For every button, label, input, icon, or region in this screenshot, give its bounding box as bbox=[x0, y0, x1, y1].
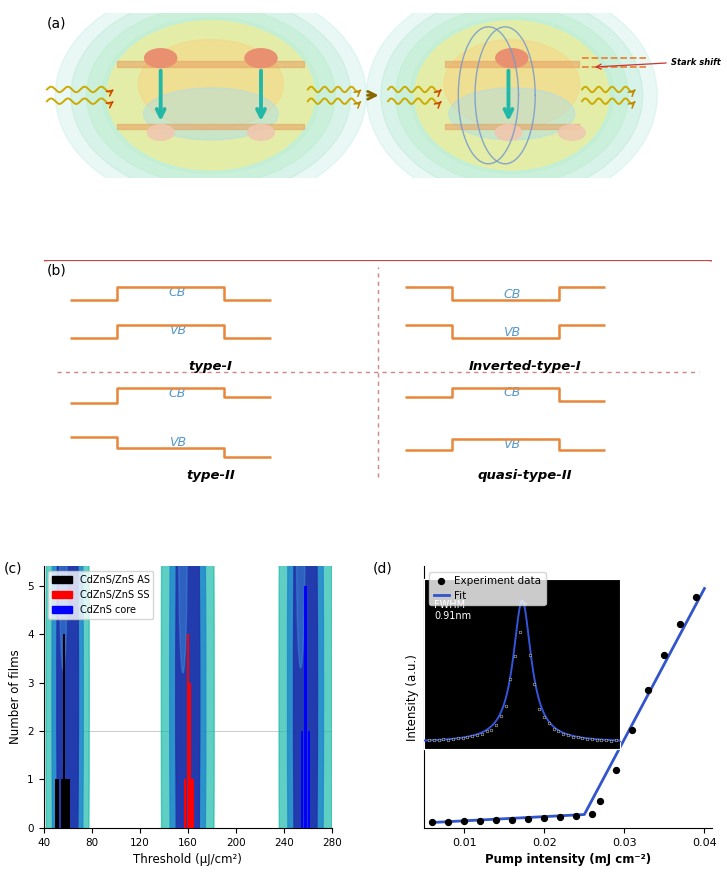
Ellipse shape bbox=[57, 289, 79, 876]
Y-axis label: Number of films: Number of films bbox=[9, 650, 22, 745]
Ellipse shape bbox=[52, 110, 84, 876]
Ellipse shape bbox=[395, 6, 628, 185]
Ellipse shape bbox=[449, 88, 575, 140]
Bar bbox=[308, 731, 310, 828]
Circle shape bbox=[496, 49, 528, 67]
Circle shape bbox=[148, 124, 174, 140]
Ellipse shape bbox=[297, 426, 305, 668]
Circle shape bbox=[558, 124, 585, 140]
Fit bbox=[700, 583, 709, 594]
Ellipse shape bbox=[87, 6, 335, 185]
Bar bbox=[301, 731, 303, 828]
Bar bbox=[57, 780, 59, 828]
Circle shape bbox=[145, 49, 177, 67]
Text: VB: VB bbox=[503, 326, 521, 338]
Legend: Experiment data, Fit: Experiment data, Fit bbox=[430, 571, 545, 605]
Ellipse shape bbox=[287, 20, 324, 876]
Ellipse shape bbox=[102, 18, 320, 173]
Experiment data bbox=[587, 807, 598, 821]
Experiment data bbox=[426, 815, 438, 829]
Circle shape bbox=[248, 124, 274, 140]
Text: VB: VB bbox=[169, 324, 186, 337]
Bar bbox=[189, 682, 191, 828]
Text: CB: CB bbox=[503, 386, 521, 399]
FancyBboxPatch shape bbox=[37, 260, 719, 486]
Ellipse shape bbox=[381, 0, 643, 195]
Experiment data bbox=[675, 617, 686, 631]
Fit bbox=[427, 817, 436, 828]
Ellipse shape bbox=[366, 0, 657, 207]
Ellipse shape bbox=[410, 18, 614, 173]
Ellipse shape bbox=[107, 21, 315, 170]
Bar bbox=[191, 780, 193, 828]
Circle shape bbox=[495, 124, 522, 140]
Ellipse shape bbox=[143, 88, 278, 140]
Ellipse shape bbox=[294, 244, 318, 876]
Bar bbox=[184, 780, 186, 828]
Experiment data bbox=[491, 813, 502, 827]
Text: CB: CB bbox=[169, 286, 186, 299]
Line: Fit: Fit bbox=[432, 589, 704, 823]
Ellipse shape bbox=[60, 453, 67, 670]
Experiment data bbox=[643, 683, 654, 697]
Ellipse shape bbox=[179, 431, 187, 673]
X-axis label: Threshold (μJ/cm²): Threshold (μJ/cm²) bbox=[133, 853, 242, 866]
Bar bbox=[60, 780, 63, 828]
Bar bbox=[305, 586, 307, 828]
Text: type-I: type-I bbox=[189, 360, 233, 373]
Text: (b): (b) bbox=[47, 263, 67, 277]
Ellipse shape bbox=[71, 0, 351, 195]
Bar bbox=[55, 780, 57, 828]
Text: CB: CB bbox=[503, 288, 521, 301]
Experiment data bbox=[611, 763, 622, 777]
Ellipse shape bbox=[415, 21, 608, 170]
Ellipse shape bbox=[46, 0, 89, 876]
Ellipse shape bbox=[138, 39, 284, 129]
Ellipse shape bbox=[279, 0, 332, 876]
Bar bbox=[187, 634, 189, 828]
Experiment data bbox=[507, 813, 518, 827]
Experiment data bbox=[627, 724, 638, 738]
Experiment data bbox=[442, 815, 454, 829]
Experiment data bbox=[595, 795, 606, 809]
Bar bbox=[63, 634, 65, 828]
Text: (c): (c) bbox=[3, 562, 22, 575]
Fit bbox=[580, 809, 589, 820]
Ellipse shape bbox=[444, 39, 579, 129]
Text: VB: VB bbox=[503, 438, 521, 451]
Text: type-II: type-II bbox=[186, 469, 236, 482]
Bar bbox=[68, 780, 70, 828]
Experiment data bbox=[571, 809, 582, 823]
Text: Stark shift  (Δs): Stark shift (Δs) bbox=[671, 59, 727, 67]
Ellipse shape bbox=[55, 0, 366, 207]
Text: (a): (a) bbox=[47, 17, 66, 31]
Text: CB: CB bbox=[169, 386, 186, 399]
Ellipse shape bbox=[176, 249, 200, 876]
Ellipse shape bbox=[169, 25, 206, 876]
Fit bbox=[580, 809, 589, 820]
Experiment data bbox=[475, 814, 486, 828]
Text: Inverted-type-I: Inverted-type-I bbox=[469, 360, 582, 373]
X-axis label: Pump intensity (mJ cm⁻²): Pump intensity (mJ cm⁻²) bbox=[485, 853, 651, 866]
Circle shape bbox=[245, 49, 277, 67]
Text: (d): (d) bbox=[372, 562, 392, 575]
Experiment data bbox=[539, 811, 550, 825]
Experiment data bbox=[459, 814, 470, 828]
Legend: CdZnS/ZnS AS, CdZnS/ZnS SS, CdZnS core: CdZnS/ZnS AS, CdZnS/ZnS SS, CdZnS core bbox=[49, 571, 153, 618]
Experiment data bbox=[555, 810, 566, 824]
Ellipse shape bbox=[161, 0, 214, 876]
Bar bbox=[65, 780, 68, 828]
Y-axis label: Intensity (a.u.): Intensity (a.u.) bbox=[406, 653, 419, 740]
Experiment data bbox=[691, 590, 702, 604]
Text: VB: VB bbox=[169, 436, 186, 449]
Experiment data bbox=[523, 812, 534, 826]
Experiment data bbox=[659, 648, 670, 662]
Text: quasi-type-II: quasi-type-II bbox=[478, 469, 572, 482]
